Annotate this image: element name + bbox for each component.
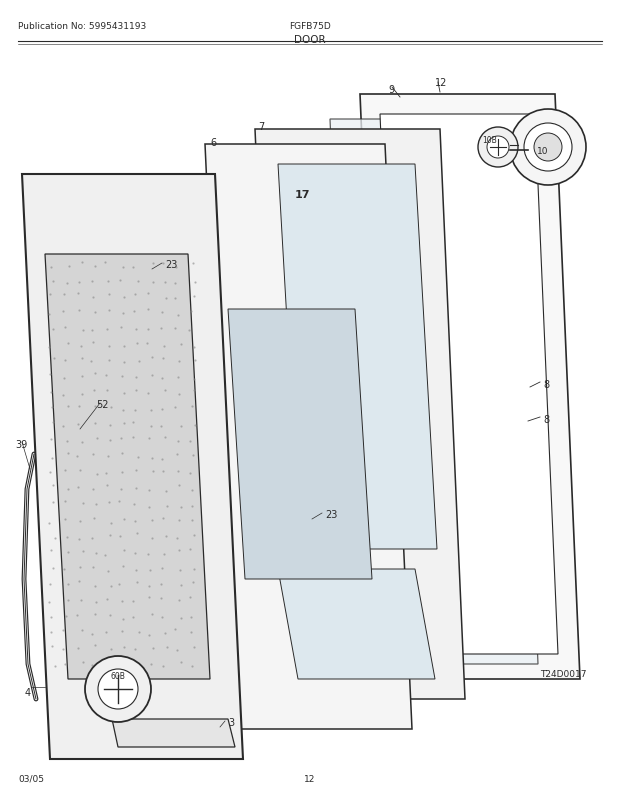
Polygon shape [295, 145, 492, 649]
Text: eReplacementParts.com: eReplacementParts.com [242, 424, 378, 435]
Circle shape [534, 134, 562, 162]
Circle shape [85, 656, 151, 722]
Polygon shape [360, 95, 580, 679]
Text: 23: 23 [165, 260, 177, 269]
Text: 03/05: 03/05 [18, 774, 44, 783]
Text: FGFB75D: FGFB75D [289, 22, 331, 31]
Text: 12: 12 [304, 774, 316, 783]
Text: 3: 3 [228, 717, 234, 727]
Circle shape [487, 137, 509, 159]
Text: 10B: 10B [482, 136, 497, 145]
Text: 4: 4 [25, 687, 31, 697]
Polygon shape [228, 310, 372, 579]
Circle shape [524, 124, 572, 172]
Polygon shape [45, 255, 210, 679]
Polygon shape [112, 719, 235, 747]
Polygon shape [255, 130, 465, 699]
Text: 39: 39 [15, 439, 27, 449]
Text: 12: 12 [435, 78, 448, 88]
Text: 23: 23 [325, 509, 337, 520]
Text: 17: 17 [295, 190, 311, 200]
Text: 7: 7 [258, 122, 264, 132]
Text: 9: 9 [388, 85, 394, 95]
Text: T24D0017: T24D0017 [540, 669, 587, 678]
Polygon shape [330, 119, 538, 664]
Circle shape [510, 110, 586, 186]
Circle shape [98, 669, 138, 709]
Text: DOOR: DOOR [294, 35, 326, 45]
Polygon shape [205, 145, 412, 729]
Circle shape [478, 128, 518, 168]
Polygon shape [278, 164, 437, 549]
Text: 60B: 60B [110, 671, 125, 680]
Text: 6: 6 [210, 138, 216, 148]
Text: 52: 52 [96, 399, 108, 410]
Polygon shape [380, 115, 558, 654]
Text: 10: 10 [538, 148, 549, 156]
Text: 8: 8 [543, 415, 549, 424]
Polygon shape [22, 175, 243, 759]
Text: Publication No: 5995431193: Publication No: 5995431193 [18, 22, 146, 31]
Text: 8: 8 [543, 379, 549, 390]
Polygon shape [278, 569, 435, 679]
